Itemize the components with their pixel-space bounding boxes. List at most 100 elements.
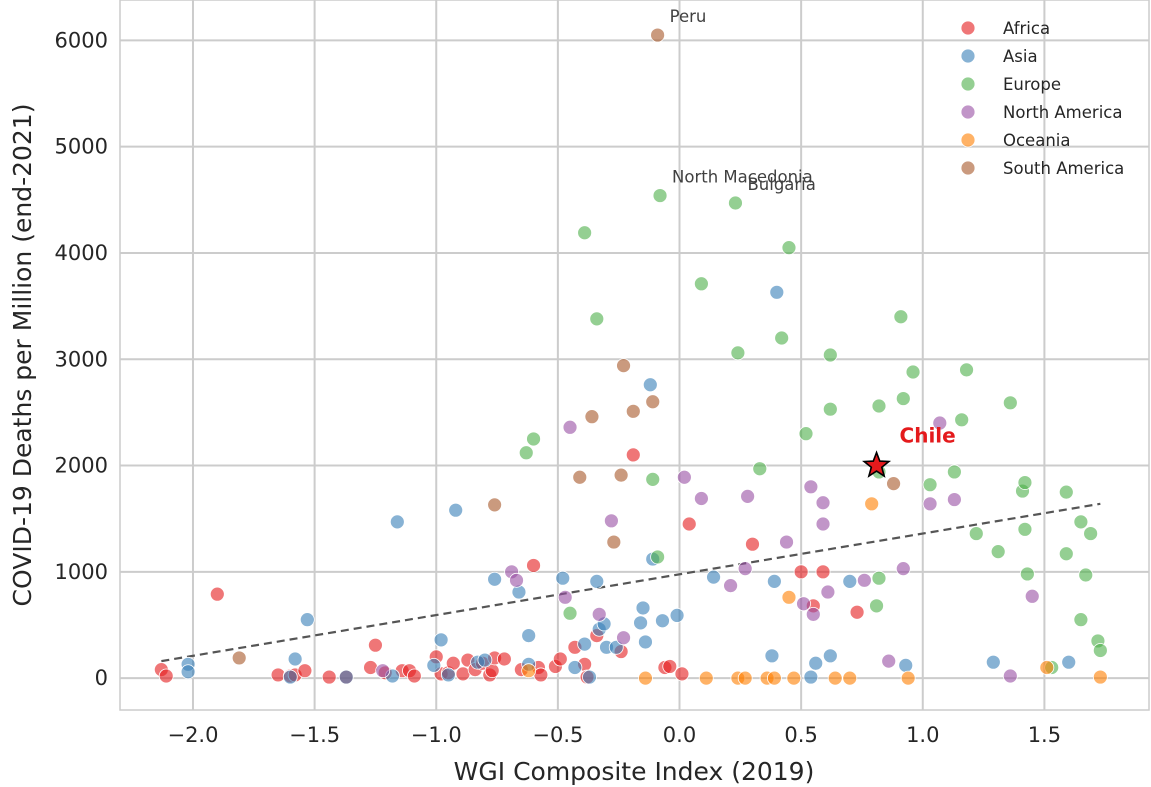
x-tick-label: −2.0 (167, 723, 218, 747)
data-point (723, 578, 738, 594)
data-point (287, 651, 303, 667)
legend-marker (960, 104, 976, 120)
data-point (822, 347, 838, 363)
data-point (555, 570, 571, 586)
data-point (433, 632, 449, 648)
data-point (526, 558, 541, 573)
data-point (652, 188, 668, 203)
legend-label: North America (1003, 103, 1122, 122)
data-point (698, 670, 714, 686)
data-point (441, 667, 456, 683)
x-tick-label: 0.0 (663, 723, 696, 747)
data-point (477, 652, 493, 668)
point-annotation: Peru (670, 7, 707, 26)
data-point (567, 660, 583, 675)
data-point (426, 657, 442, 673)
data-point (886, 476, 901, 492)
data-point (1024, 588, 1040, 604)
data-point (959, 362, 974, 378)
y-axis-label: COVID-19 Deaths per Million (end-2021) (8, 104, 37, 607)
data-point (779, 534, 794, 550)
data-point (815, 495, 831, 511)
data-point (1092, 669, 1108, 685)
data-point (1017, 475, 1033, 490)
data-point (932, 415, 948, 431)
y-tick-label: 5000 (55, 135, 108, 159)
data-point (406, 668, 422, 684)
data-point (209, 586, 225, 602)
data-point (662, 659, 678, 674)
y-tick-label: 3000 (55, 347, 108, 371)
data-point (363, 660, 378, 675)
data-point (1073, 514, 1089, 530)
data-point (898, 657, 914, 673)
data-point (282, 669, 298, 685)
x-tick-label: −0.5 (532, 723, 583, 747)
data-point (582, 669, 597, 685)
highlight-group: Chile (862, 424, 956, 478)
data-point (842, 670, 858, 686)
data-point (321, 669, 337, 685)
data-point (990, 544, 1006, 560)
data-point (496, 651, 512, 667)
legend-label: Asia (1003, 47, 1038, 66)
trend-line (161, 502, 1101, 663)
data-point (338, 669, 354, 685)
data-point (781, 240, 797, 256)
data-point (526, 431, 541, 447)
data-point (781, 589, 797, 605)
data-point (650, 549, 666, 565)
data-point (518, 445, 534, 461)
data-point (521, 663, 537, 679)
data-point (922, 496, 938, 512)
data-point (737, 561, 753, 577)
data-point (645, 471, 661, 487)
series-europe (518, 188, 1108, 675)
x-tick-label: 1.0 (906, 723, 939, 747)
data-point (946, 464, 962, 480)
data-point (625, 447, 641, 463)
data-point (693, 276, 709, 292)
series-asia (180, 284, 1077, 685)
series-oceania (521, 496, 1108, 686)
data-point (638, 670, 653, 686)
data-point (968, 526, 984, 541)
data-point (895, 561, 911, 577)
data-point (864, 496, 880, 512)
data-point (591, 606, 607, 622)
series-south-america (231, 27, 901, 666)
data-point (764, 648, 780, 664)
data-point (815, 516, 831, 532)
y-tick-label: 6000 (55, 28, 108, 52)
y-tick-label: 4000 (55, 241, 108, 265)
data-point (645, 394, 661, 410)
data-point (730, 345, 746, 361)
x-axis-label: WGI Composite Index (2019) (454, 757, 815, 786)
x-tick-labels: −2.0 −1.5 −1.0 −0.5 0.0 0.5 1.0 1.5 (167, 723, 1061, 747)
data-point (557, 589, 573, 605)
data-point (231, 650, 247, 666)
data-point (728, 195, 743, 211)
data-point (815, 564, 831, 580)
data-point (577, 225, 593, 241)
data-point (1017, 521, 1033, 537)
data-point (822, 401, 838, 417)
data-point (635, 600, 651, 616)
data-point (796, 596, 811, 612)
y-tick-label: 2000 (55, 454, 108, 478)
data-point (1039, 660, 1055, 675)
legend-marker (960, 160, 976, 176)
data-point (299, 612, 315, 628)
data-point (895, 391, 911, 406)
data-point (871, 570, 887, 586)
data-point (562, 419, 578, 435)
data-point (803, 479, 819, 495)
data-point (871, 398, 887, 414)
y-tick-labels: 0 1000 2000 3000 4000 5000 6000 (55, 28, 108, 690)
series-north-america (375, 415, 1040, 684)
data-point (655, 613, 670, 629)
data-point (881, 653, 897, 669)
data-point (856, 572, 872, 588)
data-point (849, 604, 865, 620)
